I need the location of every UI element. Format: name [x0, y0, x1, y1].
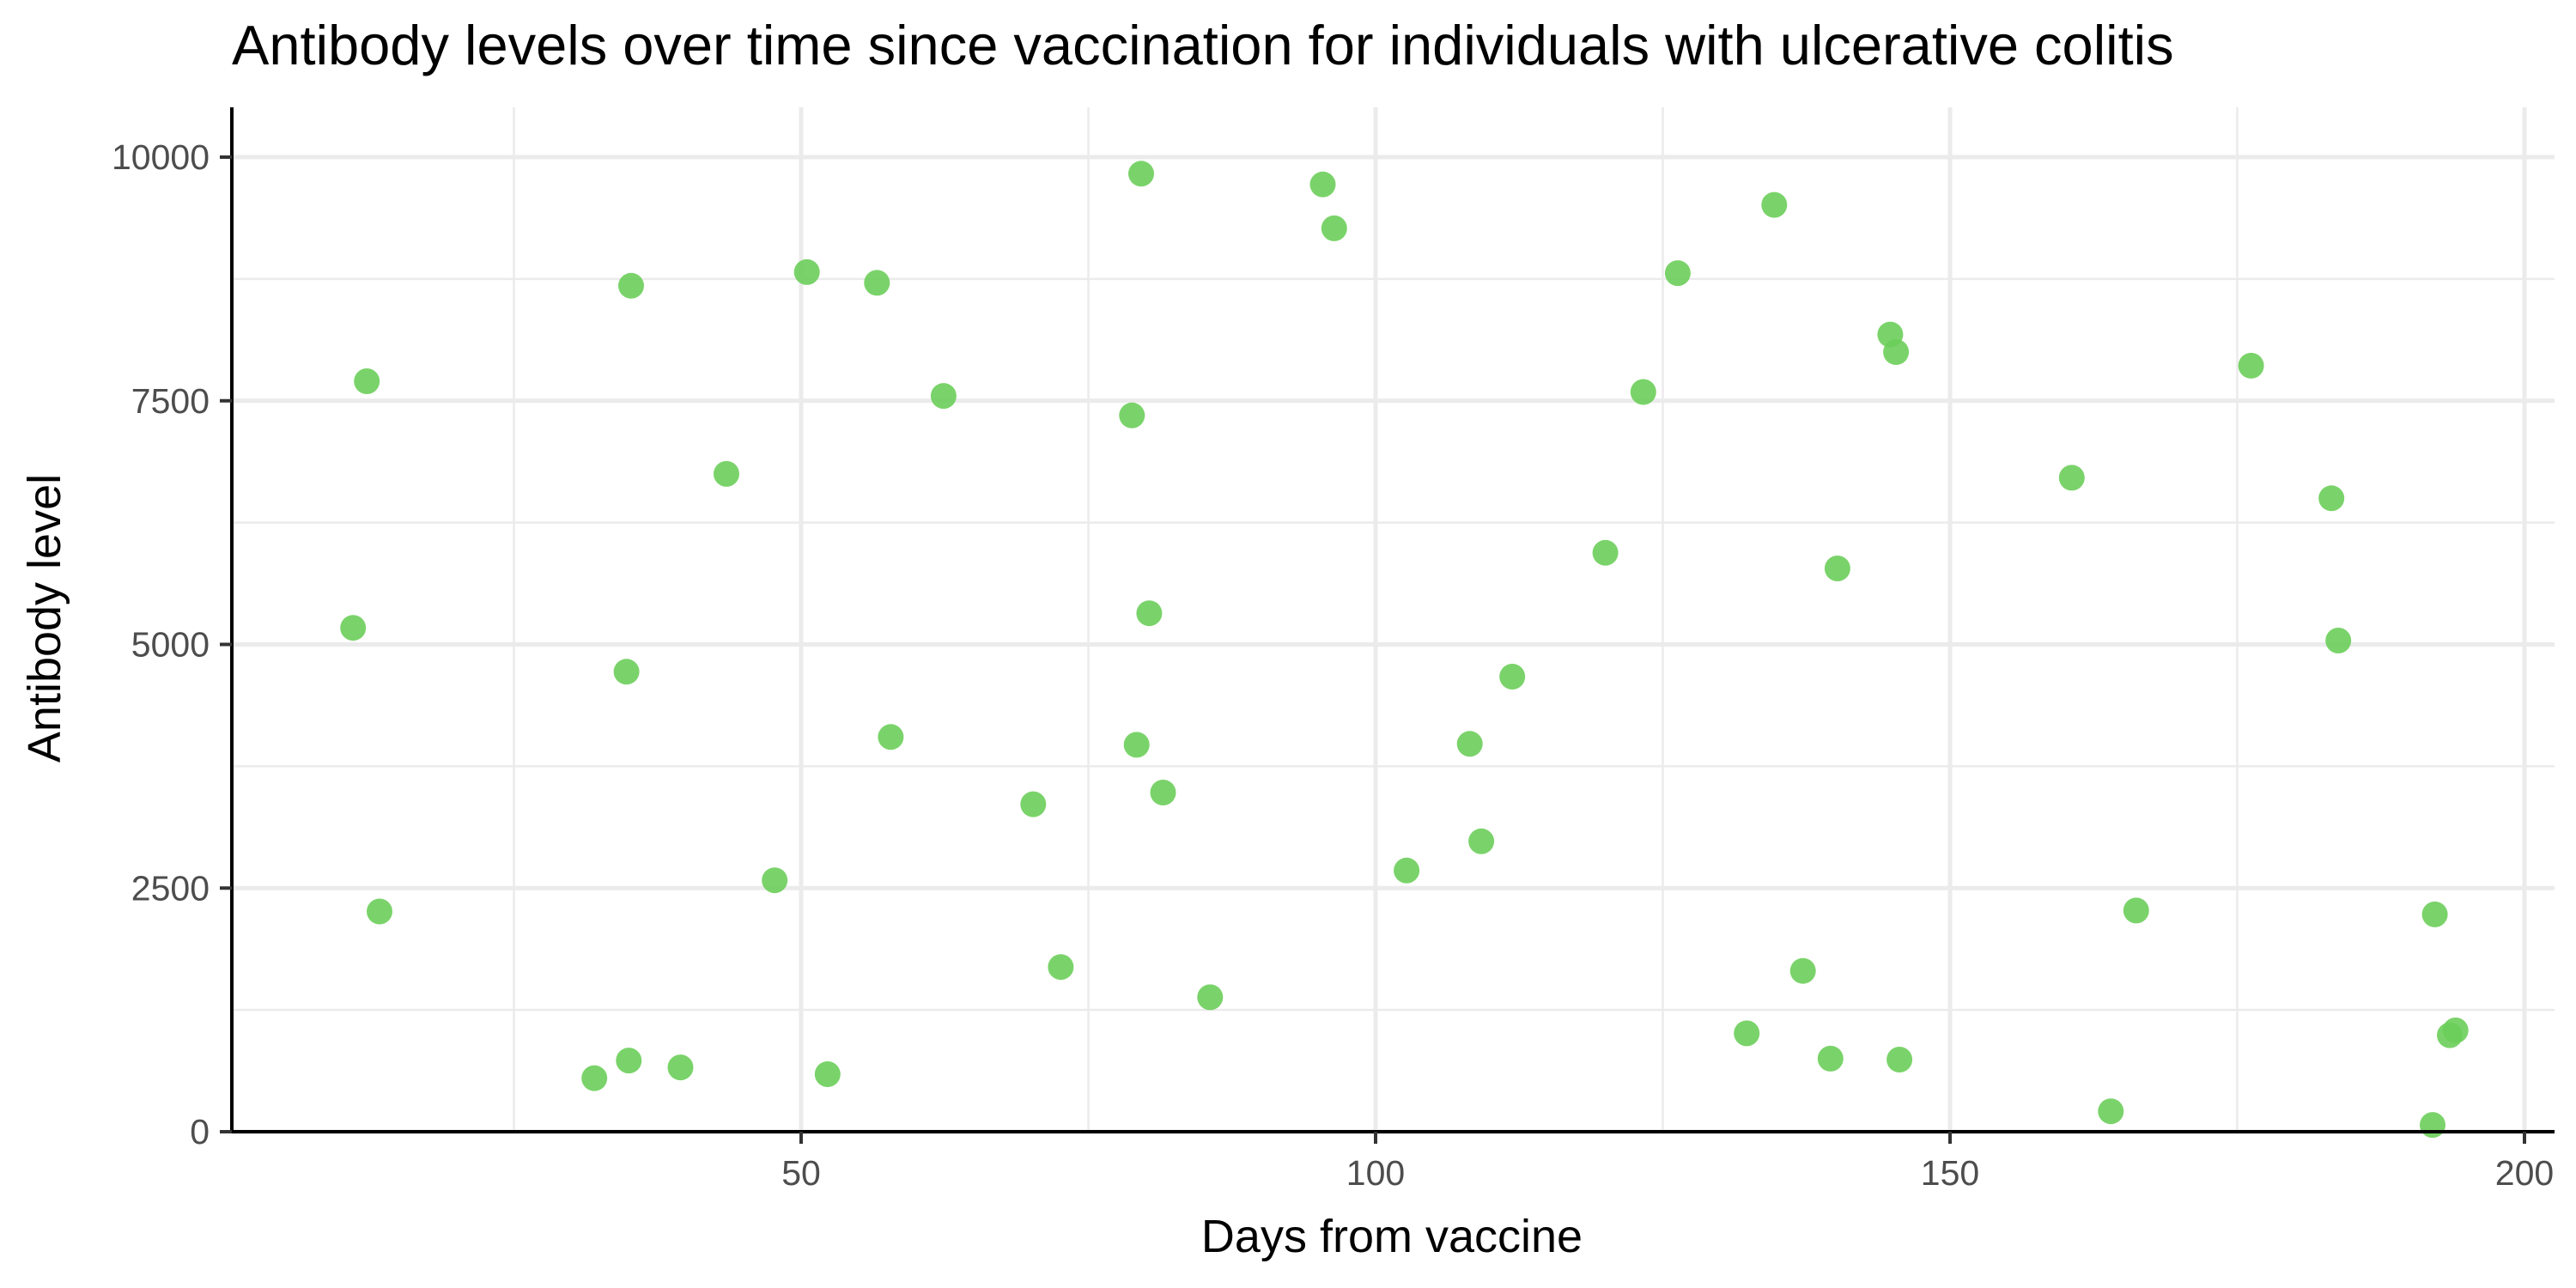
- data-point: [2420, 1112, 2445, 1139]
- data-point: [1468, 828, 1495, 854]
- data-point: [1734, 1020, 1760, 1047]
- data-point: [814, 1061, 841, 1087]
- data-point: [1886, 1047, 1913, 1072]
- data-point: [1123, 732, 1150, 758]
- data-point: [1309, 171, 1336, 197]
- data-point: [1817, 1045, 1844, 1072]
- data-point: [581, 1065, 608, 1091]
- data-point: [1499, 664, 1526, 690]
- x-tick-label: 100: [1346, 1153, 1405, 1193]
- data-point: [714, 460, 739, 487]
- data-point: [1321, 215, 1347, 241]
- data-point: [878, 724, 904, 750]
- y-tick-label: 10000: [112, 137, 210, 177]
- data-point: [1456, 731, 1483, 757]
- data-point: [340, 615, 367, 641]
- data-point: [2325, 628, 2352, 653]
- y-tick-label: 0: [190, 1112, 210, 1151]
- data-point: [1394, 857, 1420, 884]
- points-layer: [340, 161, 2469, 1139]
- data-point: [864, 270, 890, 296]
- data-point: [2318, 485, 2345, 512]
- data-point: [2442, 1018, 2469, 1043]
- data-point: [2123, 897, 2149, 924]
- data-point: [1883, 339, 1910, 365]
- data-point: [762, 867, 788, 894]
- data-point: [1048, 954, 1074, 981]
- data-point: [2058, 465, 2085, 491]
- data-point: [1630, 379, 1656, 405]
- data-point: [2238, 352, 2264, 379]
- data-point: [1592, 539, 1619, 566]
- data-point: [1664, 260, 1691, 287]
- y-tick-label: 2500: [131, 868, 210, 908]
- labels-layer: 50 100 150 200 0 2500 5000 7500 10000: [112, 137, 2554, 1193]
- data-point: [1119, 402, 1145, 428]
- data-point: [613, 659, 640, 685]
- data-point: [1824, 556, 1850, 581]
- data-point: [2098, 1098, 2124, 1125]
- x-axis-title: Days from vaccine: [1201, 1211, 1583, 1262]
- data-point: [793, 258, 820, 285]
- x-tick-label: 150: [1921, 1153, 1979, 1193]
- data-point: [1150, 780, 1176, 805]
- data-point: [367, 898, 392, 925]
- data-point: [618, 272, 644, 299]
- y-axis-title: Antibody level: [19, 474, 70, 762]
- data-point: [1020, 791, 1047, 817]
- x-tick-label: 50: [781, 1153, 821, 1193]
- data-point: [930, 383, 957, 410]
- x-tick-label: 200: [2495, 1153, 2554, 1193]
- data-point: [354, 368, 380, 394]
- data-point: [1761, 191, 1788, 218]
- data-point: [667, 1054, 694, 1081]
- data-point: [616, 1048, 642, 1074]
- data-point: [1789, 957, 1816, 984]
- y-tick-label: 7500: [131, 381, 210, 421]
- axis-layer: [220, 107, 2555, 1144]
- data-point: [1136, 600, 1163, 627]
- y-tick-label: 5000: [131, 625, 210, 665]
- data-point: [1197, 984, 1224, 1011]
- chart-title: Antibody levels over time since vaccinat…: [232, 14, 2174, 76]
- grid-layer: [232, 107, 2555, 1134]
- data-point: [1128, 161, 1154, 187]
- data-point: [2421, 901, 2448, 927]
